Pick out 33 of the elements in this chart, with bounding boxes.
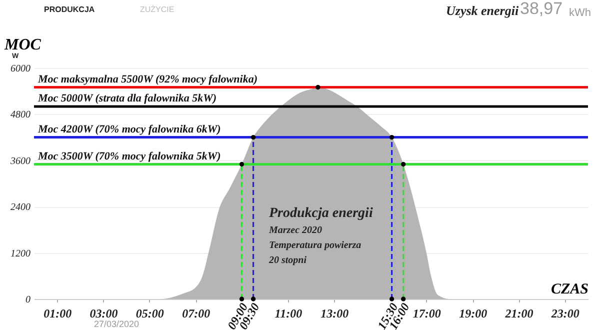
x-tick-label: 19:00 — [459, 306, 488, 320]
x-tick-label: 07:00 — [182, 306, 210, 320]
x-tick-label: 03:00 — [90, 306, 118, 320]
point — [316, 84, 320, 90]
ref-line-label: Moc maksymalna 5500W (92% mocy falownika) — [37, 73, 258, 86]
y-tick-label: 0 — [26, 294, 30, 306]
x-tick-label: 13:00 — [320, 306, 349, 320]
y-tick-label: 3600 — [10, 156, 30, 167]
y-tick-label: 6000 — [10, 64, 30, 74]
x-tick-label: 23:00 — [550, 306, 580, 320]
x-tick-label: 01:00 — [44, 306, 72, 320]
ref-line-label: Moc 3500W (70% mocy falownika 5kW) — [37, 150, 221, 162]
text: 27/03/2020 — [94, 319, 140, 329]
annotation: Temperatura powierza — [269, 240, 362, 251]
y-tick-label: 2400 — [10, 202, 30, 214]
ref-line-label: Moc 4200W (70% mocy falownika 6kW) — [37, 123, 221, 136]
x-tick-label: 17:00 — [412, 306, 441, 320]
ref-line-label: Moc 5000W (strata dla falownika 5kW) — [37, 92, 217, 104]
x-tick-label: 21:00 — [504, 306, 534, 320]
y-axis-title: MOC — [4, 36, 42, 54]
text: ZUŻYCIE — [140, 5, 174, 14]
text: PRODUKCJA — [44, 5, 95, 14]
y-tick-label: 4800 — [10, 110, 30, 121]
x-tick-label: 11:00 — [274, 306, 302, 320]
x-axis-title: CZAS — [550, 282, 588, 298]
text: 38,97 — [520, 0, 563, 18]
text: kWh — [569, 7, 591, 19]
text: Uzysk energii — [446, 3, 519, 18]
annotation: 20 stopni — [268, 255, 307, 266]
annotation: Produkcja energii — [269, 206, 373, 221]
y-tick-label: 1200 — [10, 248, 30, 260]
x-tick-label: 05:00 — [136, 306, 164, 320]
annotation: Marzec 2020 — [268, 225, 322, 236]
